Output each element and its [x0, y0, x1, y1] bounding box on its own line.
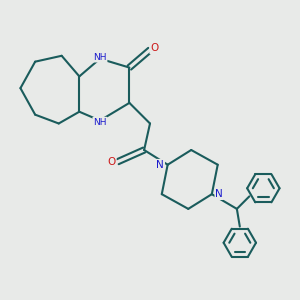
- Text: N: N: [156, 160, 164, 170]
- Text: O: O: [150, 44, 158, 53]
- Text: O: O: [108, 157, 116, 167]
- Text: NH: NH: [93, 118, 107, 127]
- Text: N: N: [215, 189, 223, 199]
- Text: NH: NH: [93, 53, 107, 62]
